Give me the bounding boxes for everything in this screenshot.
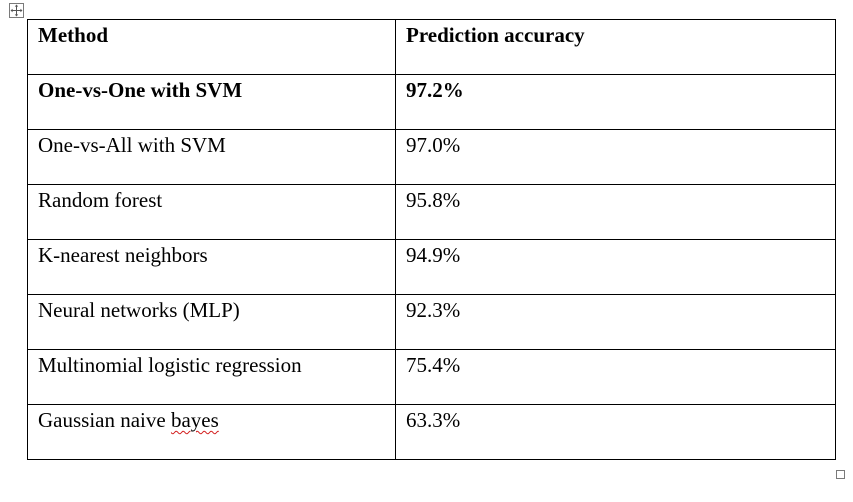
table-row: Gaussian naive bayes 63.3% <box>27 404 836 460</box>
method-cell: One-vs-One with SVM <box>27 74 396 130</box>
table-move-handle[interactable] <box>9 3 24 18</box>
accuracy-cell: 97.2% <box>395 74 836 130</box>
method-cell: Multinomial logistic regression <box>27 349 396 405</box>
move-arrows-icon <box>10 4 23 17</box>
resize-square-icon[interactable] <box>836 470 845 479</box>
method-cell: Neural networks (MLP) <box>27 294 396 350</box>
method-cell: One-vs-All with SVM <box>27 129 396 185</box>
accuracy-cell: 63.3% <box>395 404 836 460</box>
header-method: Method <box>27 19 396 75</box>
method-text: Gaussian naive <box>38 408 171 432</box>
accuracy-cell: 97.0% <box>395 129 836 185</box>
accuracy-table: Method Prediction accuracy One-vs-One wi… <box>27 19 836 460</box>
table-row: Random forest 95.8% <box>27 184 836 240</box>
table-row: Neural networks (MLP) 92.3% <box>27 294 836 350</box>
table-row: K-nearest neighbors 94.9% <box>27 239 836 295</box>
accuracy-cell: 94.9% <box>395 239 836 295</box>
table-header-row: Method Prediction accuracy <box>27 19 836 75</box>
method-cell: K-nearest neighbors <box>27 239 396 295</box>
header-prediction-accuracy: Prediction accuracy <box>395 19 836 75</box>
accuracy-cell: 95.8% <box>395 184 836 240</box>
table-row: One-vs-One with SVM 97.2% <box>27 74 836 130</box>
accuracy-cell: 75.4% <box>395 349 836 405</box>
method-cell: Random forest <box>27 184 396 240</box>
method-cell: Gaussian naive bayes <box>27 404 396 460</box>
table-row: Multinomial logistic regression 75.4% <box>27 349 836 405</box>
table-row: One-vs-All with SVM 97.0% <box>27 129 836 185</box>
accuracy-cell: 92.3% <box>395 294 836 350</box>
spellcheck-flagged-word[interactable]: bayes <box>170 408 219 432</box>
